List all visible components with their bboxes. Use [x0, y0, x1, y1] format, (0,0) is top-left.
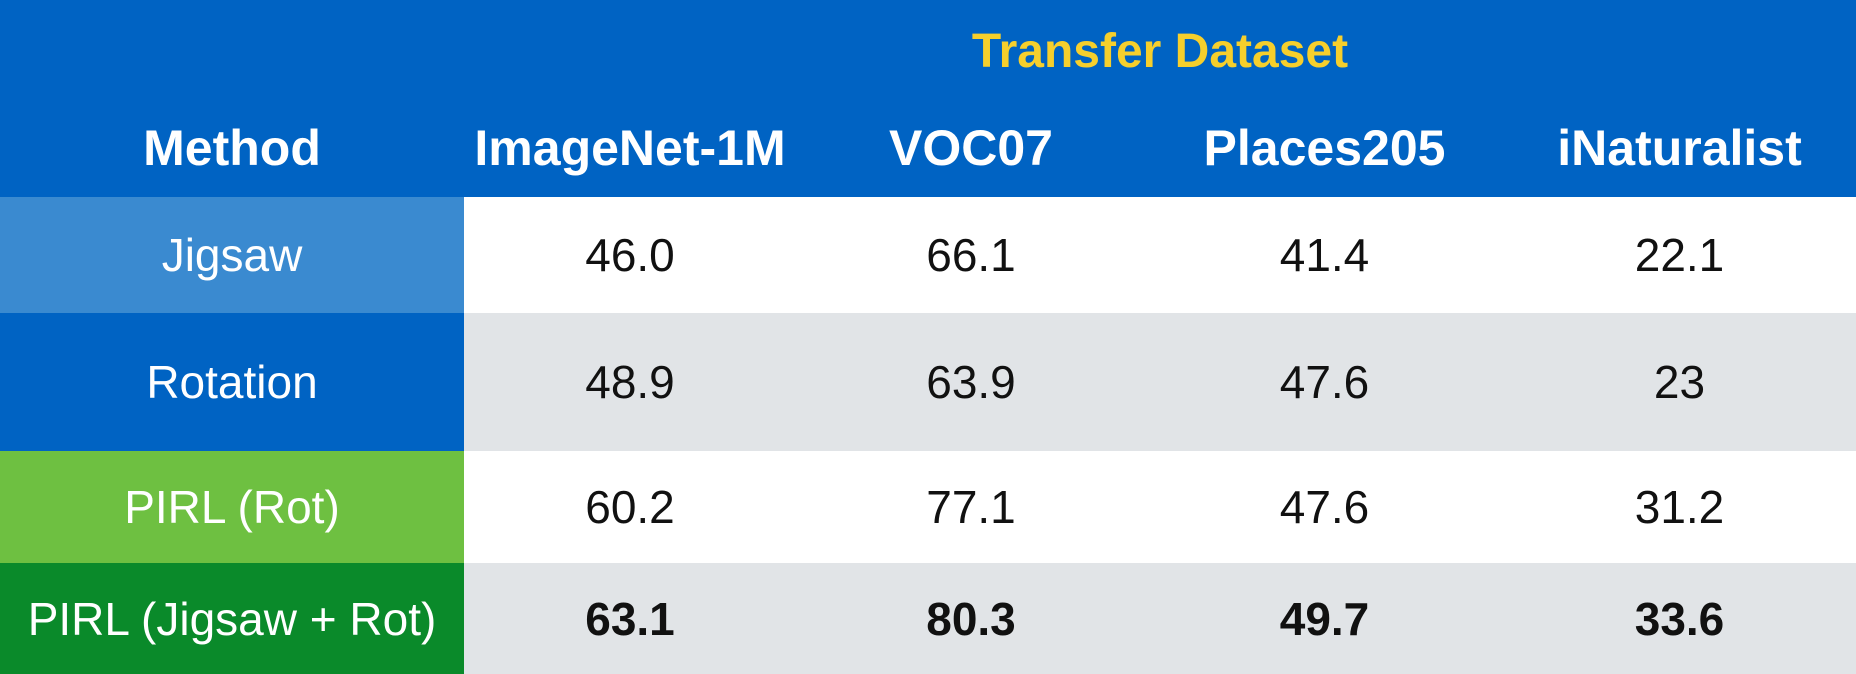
- value-cell: 23: [1653, 356, 1706, 408]
- column-header-inaturalist: iNaturalist: [1557, 120, 1802, 176]
- method-cell: Rotation: [0, 313, 464, 451]
- method-cell: PIRL (Jigsaw + Rot): [0, 563, 464, 674]
- value-cell: 41.4: [1279, 229, 1370, 281]
- method-cell: Jigsaw: [0, 197, 464, 313]
- column-header-imagenet: ImageNet-1M: [474, 120, 786, 176]
- column-header-places205: Places205: [1203, 120, 1446, 176]
- column-header-method: Method: [143, 120, 321, 176]
- table-row: Rotation 48.9 63.9 47.6 23: [0, 313, 1856, 451]
- value-cell: 49.7: [1279, 592, 1370, 645]
- value-cell: 22.1: [1634, 229, 1725, 281]
- value-cell: 47.6: [1279, 481, 1370, 533]
- value-cell: 46.0: [585, 229, 675, 281]
- table-row: Jigsaw 46.0 66.1 41.4 22.1: [0, 197, 1856, 313]
- table-header: Transfer Dataset Method ImageNet-1M VOC0…: [0, 0, 1856, 197]
- value-cell: 63.9: [926, 356, 1016, 408]
- method-cell: PIRL (Rot): [0, 451, 464, 563]
- value-cell: 63.1: [585, 592, 675, 645]
- value-cell: 33.6: [1634, 592, 1725, 645]
- table-row: PIRL (Rot) 60.2 77.1 47.6 31.2: [0, 451, 1856, 563]
- value-cell: 47.6: [1279, 356, 1370, 408]
- table-row: PIRL (Jigsaw + Rot) 63.1 80.3 49.7 33.6: [0, 563, 1856, 674]
- value-cell: 77.1: [926, 481, 1016, 533]
- transfer-dataset-title: Transfer Dataset: [971, 25, 1349, 78]
- value-cell: 48.9: [585, 356, 675, 408]
- value-cell: 66.1: [926, 229, 1016, 281]
- value-cell: 31.2: [1634, 481, 1725, 533]
- value-cell: 80.3: [926, 592, 1016, 645]
- value-cell: 60.2: [585, 481, 675, 533]
- column-header-voc07: VOC07: [889, 120, 1053, 176]
